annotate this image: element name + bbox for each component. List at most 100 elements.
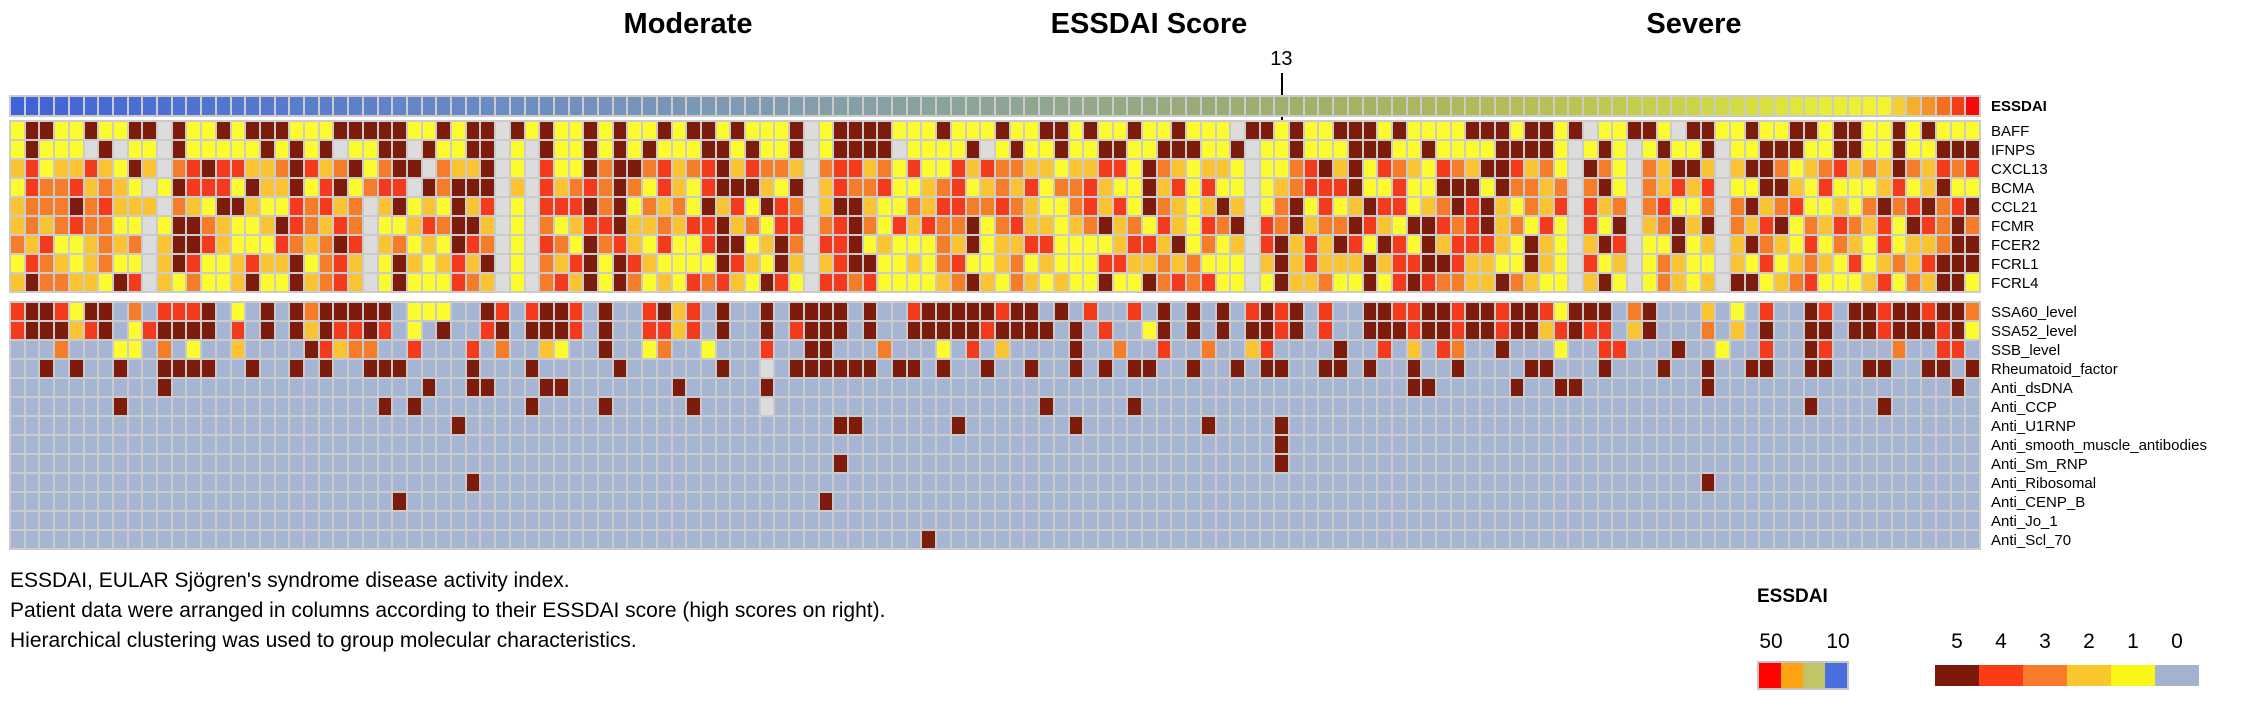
heatmap-cell bbox=[1040, 360, 1053, 377]
heatmap-cell bbox=[1113, 341, 1127, 358]
heatmap-cell bbox=[1760, 160, 1774, 177]
heatmap-cell bbox=[393, 398, 406, 415]
heatmap-cell bbox=[716, 493, 730, 510]
heatmap-cell bbox=[1319, 236, 1333, 253]
heatmap-cell bbox=[1260, 122, 1274, 139]
heatmap-cell bbox=[1657, 303, 1671, 320]
heatmap-cell bbox=[452, 198, 465, 215]
heatmap-cell bbox=[863, 217, 877, 234]
heatmap-cell bbox=[1686, 255, 1700, 272]
heatmap-cell bbox=[452, 97, 465, 115]
heatmap-cell bbox=[1466, 398, 1480, 415]
heatmap-cell bbox=[1510, 97, 1524, 115]
row-label-BAFF: BAFF bbox=[1991, 123, 2030, 140]
heatmap-cell bbox=[1804, 417, 1818, 434]
heatmap-cell bbox=[1407, 303, 1421, 320]
heatmap-cell bbox=[1275, 141, 1289, 158]
heatmap-cell bbox=[25, 531, 39, 548]
heatmap-cell bbox=[1260, 512, 1274, 529]
heatmap-cell bbox=[731, 531, 745, 548]
heatmap-cell bbox=[1628, 360, 1641, 377]
heatmap-cell bbox=[1642, 179, 1656, 196]
heatmap-cell bbox=[848, 417, 862, 434]
heatmap-cell bbox=[1481, 141, 1494, 158]
heatmap-cell bbox=[1936, 360, 1950, 377]
heatmap-cell bbox=[363, 341, 377, 358]
heatmap-cell bbox=[1731, 512, 1744, 529]
heatmap-cell bbox=[290, 255, 304, 272]
heatmap-cell bbox=[1481, 322, 1494, 339]
heatmap-cell bbox=[878, 360, 892, 377]
heatmap-cell bbox=[995, 303, 1009, 320]
heatmap-cell bbox=[510, 417, 524, 434]
heatmap-cell bbox=[775, 122, 789, 139]
heatmap-cell bbox=[1789, 360, 1803, 377]
heatmap-cell bbox=[1334, 255, 1347, 272]
heatmap-cell bbox=[363, 303, 377, 320]
heatmap-cell bbox=[1084, 141, 1097, 158]
heatmap-cell bbox=[1319, 436, 1333, 453]
heatmap-cell bbox=[1157, 122, 1171, 139]
heatmap-cell bbox=[1304, 341, 1318, 358]
heatmap-cell bbox=[1848, 341, 1862, 358]
heatmap-cell bbox=[99, 512, 112, 529]
heatmap-cell bbox=[1892, 360, 1906, 377]
heatmap-cell bbox=[422, 274, 436, 291]
heatmap-cell bbox=[1672, 274, 1685, 291]
heatmap-cell bbox=[893, 474, 906, 491]
heatmap-cell bbox=[378, 198, 392, 215]
row-label-FCRL1: FCRL1 bbox=[1991, 256, 2039, 273]
heatmap-cell bbox=[1716, 217, 1730, 234]
heatmap-cell bbox=[481, 398, 495, 415]
heatmap-cell bbox=[1334, 236, 1347, 253]
heatmap-cell bbox=[363, 274, 377, 291]
heatmap-cell bbox=[613, 141, 627, 158]
heatmap-cell bbox=[1569, 122, 1583, 139]
heatmap-cell bbox=[1966, 217, 1979, 234]
heatmap-cell bbox=[1216, 198, 1230, 215]
heatmap-cell bbox=[452, 455, 465, 472]
heatmap-cell bbox=[1907, 198, 1921, 215]
heatmap-cell bbox=[1804, 341, 1818, 358]
heatmap-cell bbox=[55, 398, 68, 415]
heatmap-cell bbox=[1686, 360, 1700, 377]
heatmap-cell bbox=[893, 512, 906, 529]
heatmap-cell bbox=[1407, 322, 1421, 339]
heatmap-cell bbox=[1495, 217, 1509, 234]
heatmap-cell bbox=[1128, 360, 1141, 377]
heatmap-cell bbox=[1922, 97, 1935, 115]
heatmap-cell bbox=[496, 236, 509, 253]
heatmap-cell bbox=[848, 122, 862, 139]
heatmap-cell bbox=[1569, 341, 1583, 358]
heatmap-cell bbox=[202, 360, 215, 377]
heatmap-cell bbox=[40, 512, 54, 529]
heatmap-cell bbox=[319, 474, 333, 491]
heatmap-cell bbox=[1922, 455, 1935, 472]
heatmap-cell bbox=[1657, 341, 1671, 358]
heatmap-cell bbox=[1231, 398, 1244, 415]
heatmap-cell bbox=[1951, 512, 1965, 529]
heatmap-cell bbox=[407, 217, 421, 234]
heatmap-cell bbox=[746, 322, 759, 339]
heatmap-cell bbox=[25, 341, 39, 358]
heatmap-cell bbox=[363, 512, 377, 529]
heatmap-cell bbox=[246, 160, 259, 177]
heatmap-cell bbox=[1128, 122, 1141, 139]
heatmap-cell bbox=[143, 97, 156, 115]
heatmap-cell bbox=[25, 255, 39, 272]
heatmap-cell bbox=[672, 217, 686, 234]
heatmap-cell bbox=[113, 379, 127, 396]
heatmap-cell bbox=[1113, 303, 1127, 320]
heatmap-cell bbox=[11, 141, 24, 158]
heatmap-cell bbox=[790, 303, 803, 320]
heatmap-cell bbox=[1172, 455, 1186, 472]
heatmap-cell bbox=[1245, 474, 1259, 491]
heatmap-cell bbox=[510, 97, 524, 115]
heatmap-cell bbox=[1760, 274, 1774, 291]
heatmap-cell bbox=[1598, 97, 1612, 115]
heatmap-cell bbox=[525, 322, 539, 339]
heatmap-cell bbox=[687, 341, 700, 358]
heatmap-cell bbox=[1819, 531, 1832, 548]
heatmap-cell bbox=[672, 322, 686, 339]
heatmap-cell bbox=[1040, 417, 1053, 434]
